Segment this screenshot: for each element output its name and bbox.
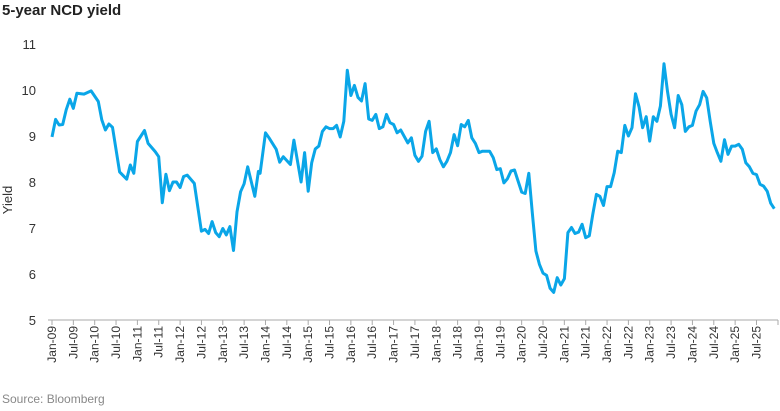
- y-tick-label: 10: [22, 83, 36, 98]
- x-tick-label: Jul-18: [451, 326, 465, 359]
- y-tick-label: 11: [23, 37, 37, 52]
- y-tick-label: 9: [29, 129, 36, 144]
- y-tick-label: 8: [29, 175, 36, 190]
- x-tick-label: Jul-13: [237, 326, 251, 359]
- x-tick-label: Jan-19: [472, 326, 486, 363]
- x-tick-label: Jan-24: [685, 326, 699, 363]
- x-tick-label: Jan-23: [643, 326, 657, 363]
- x-tick-label: Jan-21: [557, 326, 571, 363]
- yield-series-line: [50, 62, 776, 294]
- x-tick-label: Jan-09: [45, 326, 59, 363]
- x-tick-label: Jul-10: [109, 326, 123, 359]
- x-tick-label: Jan-15: [301, 326, 315, 363]
- x-tick-label: Jan-10: [88, 326, 102, 363]
- x-tick-label: Jul-19: [493, 326, 507, 359]
- y-tick-label: 5: [29, 313, 36, 328]
- x-tick-label: Jul-17: [408, 326, 422, 359]
- y-tick-label: 7: [29, 221, 36, 236]
- y-tick-label: 6: [29, 267, 36, 282]
- x-tick-label: Jul-25: [749, 326, 763, 359]
- x-tick-label: Jul-11: [152, 326, 166, 358]
- x-tick-label: Jan-18: [429, 326, 443, 363]
- x-tick-label: Jul-22: [621, 326, 635, 359]
- x-tick-label: Jan-17: [387, 326, 401, 363]
- source-note: Source: Bloomberg: [2, 392, 105, 406]
- x-tick-label: Jan-16: [344, 326, 358, 363]
- x-tick-label: Jan-11: [130, 326, 144, 362]
- x-tick-label: Jan-22: [600, 326, 614, 363]
- x-tick-label: Jul-14: [280, 326, 294, 359]
- x-tick-label: Jul-20: [536, 326, 550, 359]
- y-axis-label: Yield: [0, 186, 15, 214]
- x-tick-label: Jul-12: [194, 326, 208, 359]
- x-tick-label: Jul-24: [707, 326, 721, 359]
- chart-title: 5-year NCD yield: [2, 2, 122, 19]
- x-tick-label: Jan-20: [515, 326, 529, 363]
- x-tick-label: Jan-13: [216, 326, 230, 363]
- x-tick-label: Jan-14: [258, 326, 272, 363]
- x-tick-label: Jul-15: [323, 326, 337, 359]
- x-tick-label: Jan-25: [728, 326, 742, 363]
- x-tick-label: Jul-16: [365, 326, 379, 359]
- x-tick-label: Jul-09: [66, 326, 80, 359]
- x-tick-label: Jul-21: [579, 326, 593, 359]
- x-tick-label: Jul-23: [664, 326, 678, 359]
- x-tick-label: Jan-12: [173, 326, 187, 363]
